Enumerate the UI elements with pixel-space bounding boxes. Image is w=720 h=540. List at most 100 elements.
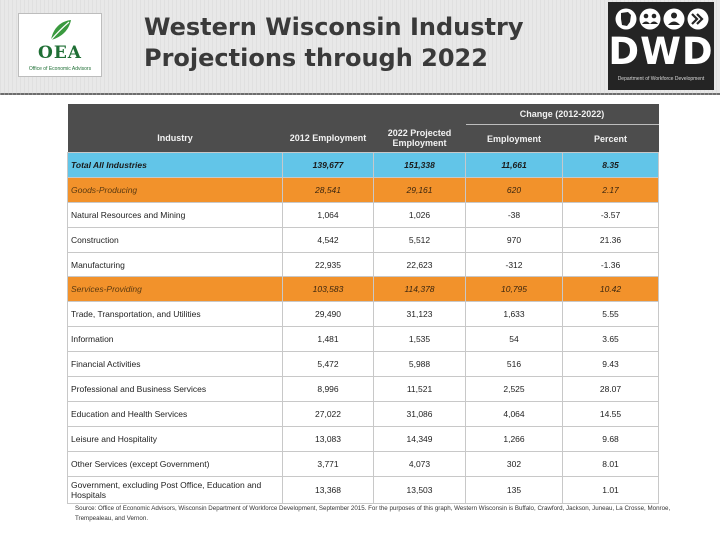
cell-change-percent: 1.01 — [561, 475, 660, 504]
wisconsin-map-icon — [615, 8, 637, 30]
cell-industry: Information — [67, 326, 283, 353]
projections-table-container: Change (2012-2022) Industry 2012 Employm… — [67, 104, 660, 504]
people-icon — [639, 8, 661, 30]
cell-2012-employment: 28,541 — [282, 176, 374, 203]
cell-change-percent: 21.36 — [561, 226, 660, 253]
cell-2022-projected: 4,073 — [373, 450, 466, 477]
slide-header: OEA Office of Economic Advisors Western … — [0, 0, 720, 95]
cell-2012-employment: 3,771 — [282, 450, 374, 477]
cell-industry: Leisure and Hospitality — [67, 425, 283, 452]
cell-2022-projected: 14,349 — [373, 425, 466, 452]
dwd-logo-icons — [615, 8, 709, 30]
cell-change-percent: 9.68 — [561, 425, 660, 452]
cell-change-employment: 10,795 — [465, 276, 563, 303]
cell-change-employment: 1,633 — [465, 301, 563, 328]
table-row: Trade, Transportation, and Utilities 29,4… — [67, 301, 660, 328]
oea-logo-text: OEA — [38, 43, 82, 63]
cell-2012-employment: 4,542 — [282, 226, 374, 253]
industry-projections-table: Change (2012-2022) Industry 2012 Employm… — [67, 104, 660, 504]
cell-change-employment: 11,661 — [465, 152, 563, 178]
cell-change-percent: 8.35 — [561, 152, 660, 178]
table-row: Natural Resources and Mining 1,064 1,026 -3… — [67, 201, 660, 228]
cell-change-employment: -312 — [465, 251, 563, 278]
cell-change-employment: 135 — [465, 475, 563, 504]
cell-change-percent: -1.36 — [561, 251, 660, 278]
cell-2012-employment: 13,368 — [282, 475, 374, 504]
cell-change-percent: 9.43 — [561, 351, 660, 378]
cell-change-employment: 516 — [465, 351, 563, 378]
dwd-logo-text: DWD — [608, 30, 714, 73]
cell-2012-employment: 22,935 — [282, 251, 374, 278]
title-line-1: Western Wisconsin Industry — [144, 13, 524, 41]
cell-2012-employment: 1,064 — [282, 201, 374, 228]
cell-2022-projected: 31,086 — [373, 400, 466, 427]
cell-2012-employment: 1,481 — [282, 326, 374, 353]
cell-2012-employment: 5,472 — [282, 351, 374, 378]
cell-2022-projected: 5,988 — [373, 351, 466, 378]
cell-change-percent: 5.55 — [561, 301, 660, 328]
cell-2022-projected: 1,026 — [373, 201, 466, 228]
cell-industry: Other Services (except Government) — [67, 450, 283, 477]
oea-logo: OEA Office of Economic Advisors — [18, 13, 102, 77]
cell-2012-employment: 27,022 — [282, 400, 374, 427]
cell-2022-projected: 151,338 — [373, 152, 466, 178]
cell-industry: Natural Resources and Mining — [67, 201, 283, 228]
table-row: Information 1,481 1,535 54 3.65 — [67, 326, 660, 353]
dwd-logo-subtext: Department of Workforce Development — [617, 76, 705, 82]
cell-change-percent: -3.57 — [561, 201, 660, 228]
title-line-2: Projections through 2022 — [144, 44, 488, 72]
table-row: Manufacturing 22,935 22,623 -312 -1.36 — [67, 251, 660, 278]
cell-2012-employment: 139,677 — [282, 152, 374, 178]
cell-2022-projected: 29,161 — [373, 176, 466, 203]
header-spacer — [67, 104, 466, 125]
table-row: Construction 4,542 5,512 970 21.36 — [67, 226, 660, 253]
leaf-icon — [50, 20, 71, 41]
cell-2022-projected: 1,535 — [373, 326, 466, 353]
cell-2022-projected: 22,623 — [373, 251, 466, 278]
cell-change-employment: 4,064 — [465, 400, 563, 427]
cell-industry: Manufacturing — [67, 251, 283, 278]
change-group-header: Change (2012-2022) — [465, 104, 659, 125]
page-title: Western Wisconsin Industry Projections t… — [144, 12, 584, 74]
cell-industry: Professional and Business Services — [67, 376, 283, 402]
cell-change-employment: 970 — [465, 226, 563, 253]
cell-change-percent: 14.55 — [561, 400, 660, 427]
column-header-industry: Industry — [67, 124, 283, 153]
cell-change-percent: 28.07 — [561, 376, 660, 402]
table-row: Services-Providing 103,583 114,378 10,795 10… — [67, 276, 660, 303]
cell-industry: Total All Industries — [67, 152, 283, 178]
column-header-2022-projected: 2022 Projected Employment — [373, 124, 466, 153]
cell-change-percent: 10.42 — [561, 276, 660, 303]
column-header-change-employment: Employment — [465, 124, 563, 153]
oea-logo-subtext: Office of Economic Advisors — [28, 66, 92, 72]
table-body: Total All Industries 139,677 151,338 11,661… — [67, 152, 660, 504]
cell-industry: Construction — [67, 226, 283, 253]
table-row: Government, excluding Post Office, Educa… — [67, 475, 660, 504]
table-row: Professional and Business Services 8,996 1… — [67, 376, 660, 402]
cell-change-percent: 3.65 — [561, 326, 660, 353]
cell-2022-projected: 13,503 — [373, 475, 466, 504]
column-header-change-percent: Percent — [562, 124, 659, 153]
column-header-2012-employment: 2012 Employment — [282, 124, 374, 153]
cell-change-percent: 2.17 — [561, 176, 660, 203]
cell-2022-projected: 5,512 — [373, 226, 466, 253]
table-row: Other Services (except Government) 3,771 4… — [67, 450, 660, 477]
cell-industry: Services-Providing — [67, 276, 283, 303]
table-row: Total All Industries 139,677 151,338 11,661… — [67, 152, 660, 178]
cell-2012-employment: 8,996 — [282, 376, 374, 402]
cell-change-employment: 1,266 — [465, 425, 563, 452]
cell-change-employment: 620 — [465, 176, 563, 203]
cell-change-employment: -38 — [465, 201, 563, 228]
cell-2012-employment: 103,583 — [282, 276, 374, 303]
person-icon — [663, 8, 685, 30]
cell-industry: Financial Activities — [67, 351, 283, 378]
cell-industry: Trade, Transportation, and Utilities — [67, 301, 283, 328]
cell-change-employment: 54 — [465, 326, 563, 353]
cell-2022-projected: 31,123 — [373, 301, 466, 328]
cell-change-employment: 302 — [465, 450, 563, 477]
cell-2012-employment: 13,083 — [282, 425, 374, 452]
source-note: Source: Office of Economic Advisors, Wis… — [75, 505, 671, 522]
dwd-logo: DWD Department of Workforce Development — [608, 2, 714, 90]
table-row: Financial Activities 5,472 5,988 516 9.43 — [67, 351, 660, 378]
cell-industry: Education and Health Services — [67, 400, 283, 427]
